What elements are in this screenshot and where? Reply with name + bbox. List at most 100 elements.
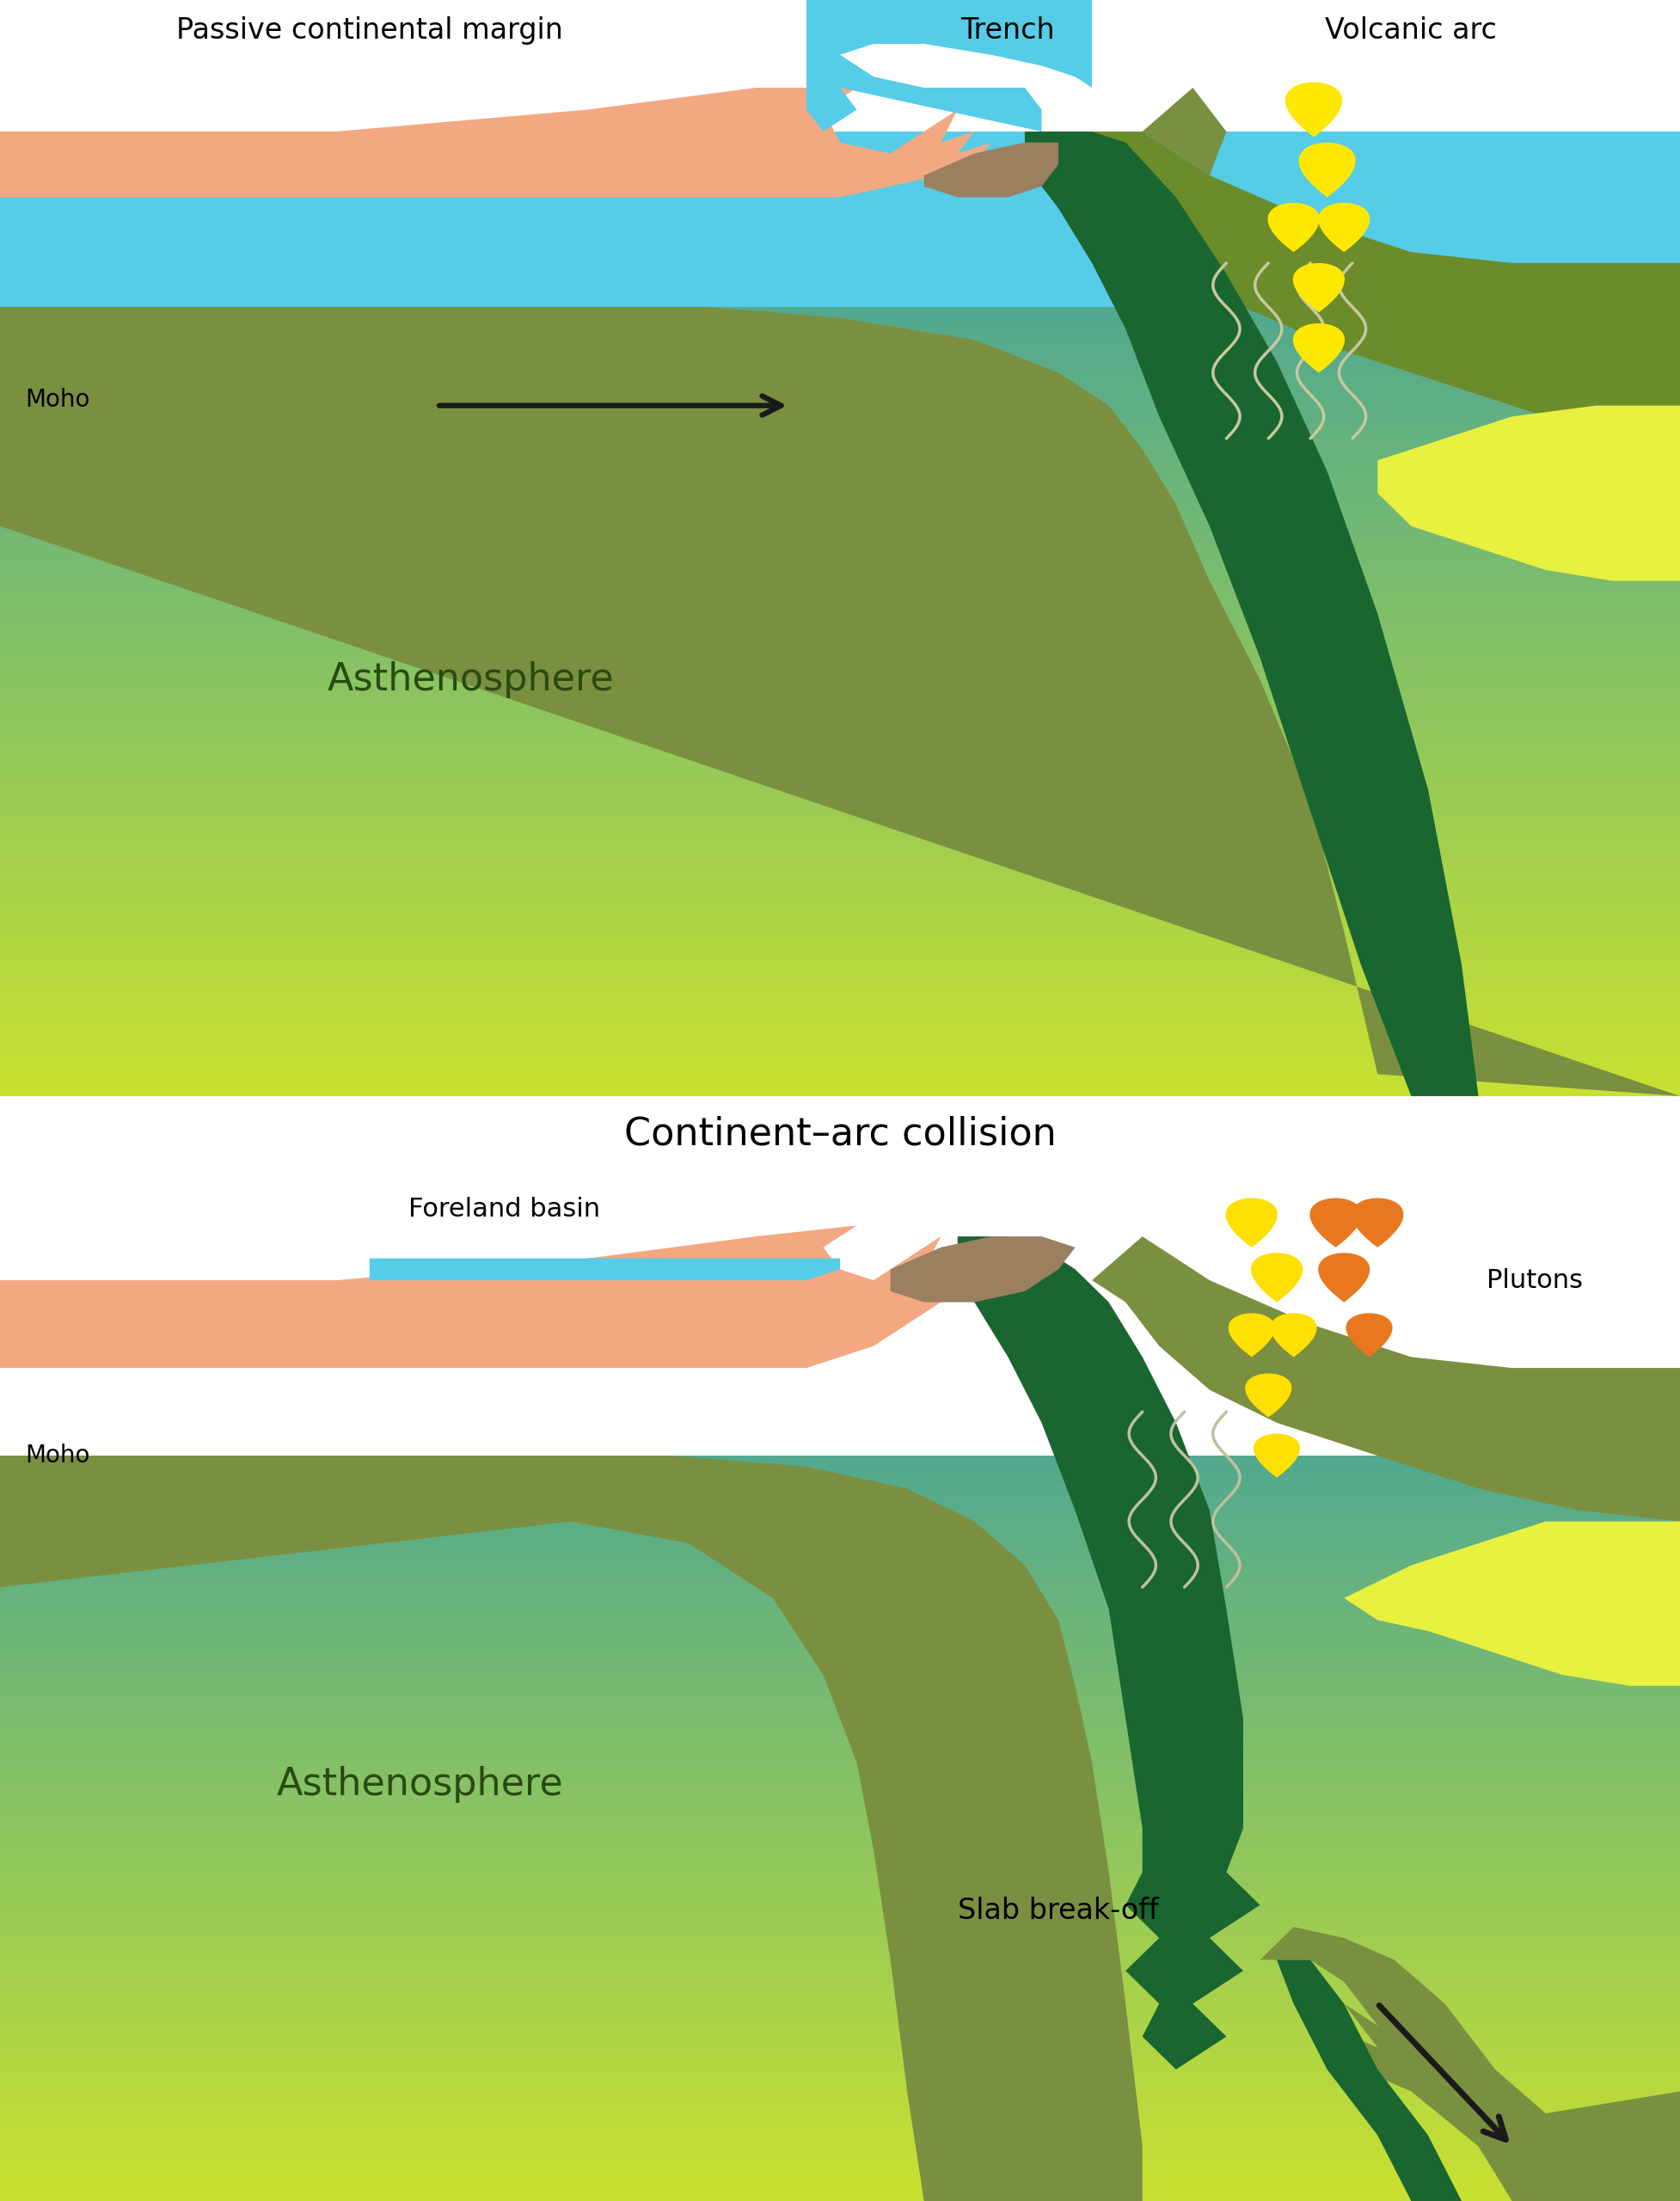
Polygon shape xyxy=(0,456,1680,464)
Text: Passive continental margin: Passive continental margin xyxy=(176,15,563,44)
Polygon shape xyxy=(0,132,1680,1096)
Polygon shape xyxy=(0,0,1680,132)
Polygon shape xyxy=(0,1076,1680,1087)
Polygon shape xyxy=(0,2025,1680,2034)
Polygon shape xyxy=(0,515,1680,524)
Polygon shape xyxy=(1260,1928,1680,2201)
Polygon shape xyxy=(0,317,1680,326)
Polygon shape xyxy=(0,918,1680,929)
Polygon shape xyxy=(0,1017,1680,1028)
Polygon shape xyxy=(0,572,1680,583)
Polygon shape xyxy=(0,1475,1680,1483)
Polygon shape xyxy=(0,1855,1680,1866)
Polygon shape xyxy=(1268,202,1319,253)
Polygon shape xyxy=(0,1512,1680,1521)
Polygon shape xyxy=(0,1660,1680,1671)
Polygon shape xyxy=(0,2089,1680,2098)
Polygon shape xyxy=(0,0,991,198)
Polygon shape xyxy=(0,810,1680,821)
Polygon shape xyxy=(0,1708,1680,1717)
Polygon shape xyxy=(0,1587,1680,1596)
Polygon shape xyxy=(1294,264,1344,313)
Text: Continent–arc collision: Continent–arc collision xyxy=(623,1116,1057,1153)
Polygon shape xyxy=(0,1904,1680,1913)
Polygon shape xyxy=(0,1800,1680,1809)
Polygon shape xyxy=(0,702,1680,711)
Polygon shape xyxy=(0,663,1680,671)
Polygon shape xyxy=(0,1037,1680,1048)
Polygon shape xyxy=(0,1567,1680,1576)
Polygon shape xyxy=(0,1576,1680,1587)
Polygon shape xyxy=(0,2164,1680,2172)
Polygon shape xyxy=(0,682,1680,691)
Polygon shape xyxy=(0,878,1680,889)
Polygon shape xyxy=(0,1754,1680,1763)
Polygon shape xyxy=(0,929,1680,938)
Polygon shape xyxy=(890,1237,1075,1303)
Polygon shape xyxy=(0,1976,1680,1988)
Polygon shape xyxy=(0,790,1680,801)
Polygon shape xyxy=(0,1466,1680,1475)
Polygon shape xyxy=(1025,132,1680,1096)
Polygon shape xyxy=(0,1939,1680,1950)
Polygon shape xyxy=(0,1763,1680,1772)
Polygon shape xyxy=(0,376,1680,385)
Text: Asthenosphere: Asthenosphere xyxy=(328,660,613,698)
Polygon shape xyxy=(0,711,1680,722)
Polygon shape xyxy=(0,1558,1680,1567)
Polygon shape xyxy=(0,1613,1680,1624)
Polygon shape xyxy=(0,839,1680,850)
Polygon shape xyxy=(0,1521,1680,1530)
Text: Volcanic arc: Volcanic arc xyxy=(1326,15,1497,44)
Polygon shape xyxy=(370,1259,840,1281)
Polygon shape xyxy=(0,801,1680,810)
Polygon shape xyxy=(0,1624,1680,1633)
Polygon shape xyxy=(0,1772,1680,1783)
Polygon shape xyxy=(0,938,1680,949)
Polygon shape xyxy=(0,1838,1680,1847)
Polygon shape xyxy=(0,1671,1680,1679)
Polygon shape xyxy=(0,1048,1680,1056)
Polygon shape xyxy=(1299,143,1356,198)
Polygon shape xyxy=(0,1875,1680,1884)
Polygon shape xyxy=(0,495,1680,504)
Polygon shape xyxy=(0,425,1680,436)
Polygon shape xyxy=(1319,202,1369,253)
Polygon shape xyxy=(0,2043,1680,2051)
Polygon shape xyxy=(0,2192,1680,2201)
Polygon shape xyxy=(0,2135,1680,2146)
Polygon shape xyxy=(1294,324,1344,372)
Polygon shape xyxy=(1270,1314,1317,1358)
Polygon shape xyxy=(0,405,1680,416)
Polygon shape xyxy=(0,2172,1680,2183)
Polygon shape xyxy=(0,1818,1680,1829)
Polygon shape xyxy=(958,1237,1260,2069)
Polygon shape xyxy=(0,1492,1680,1503)
Polygon shape xyxy=(0,751,1680,762)
Polygon shape xyxy=(0,722,1680,731)
Text: Foreland basin: Foreland basin xyxy=(408,1197,600,1222)
Polygon shape xyxy=(0,1503,1680,1512)
Polygon shape xyxy=(0,1745,1680,1754)
Polygon shape xyxy=(0,1596,1680,1605)
Polygon shape xyxy=(1142,88,1226,176)
Text: Asthenosphere: Asthenosphere xyxy=(277,1765,563,1803)
Polygon shape xyxy=(1092,1237,1680,1521)
Polygon shape xyxy=(924,143,1058,198)
Polygon shape xyxy=(0,2126,1680,2135)
Polygon shape xyxy=(0,1697,1680,1708)
Polygon shape xyxy=(0,1105,974,1369)
Polygon shape xyxy=(0,445,1680,456)
Polygon shape xyxy=(0,1028,1680,1037)
Polygon shape xyxy=(0,365,1680,376)
Polygon shape xyxy=(0,1959,1680,1968)
Polygon shape xyxy=(0,1550,1680,1558)
Polygon shape xyxy=(0,762,1680,770)
Polygon shape xyxy=(0,997,1680,1008)
Polygon shape xyxy=(0,592,1680,603)
Polygon shape xyxy=(0,898,1680,909)
Polygon shape xyxy=(0,357,1680,365)
Polygon shape xyxy=(0,2183,1680,2192)
Polygon shape xyxy=(0,2034,1680,2043)
Polygon shape xyxy=(0,1996,1680,2005)
